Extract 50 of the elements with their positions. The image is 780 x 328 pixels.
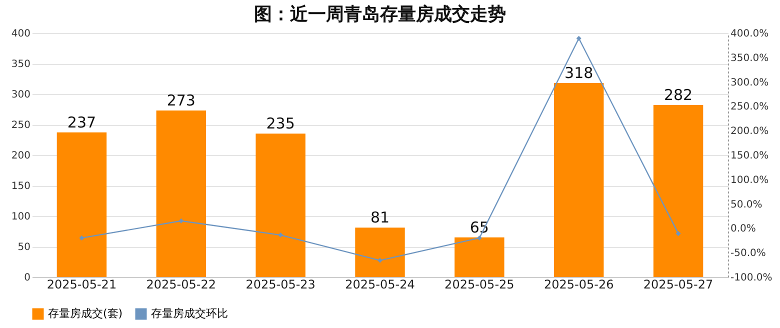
y2-tick-label: 400.0% [730,28,769,40]
y2-tick-label: -50.0% [730,248,766,260]
data-label: 235 [266,114,295,133]
y2-tick-label: 150.0% [730,150,769,162]
y-tick-label: 250 [11,120,30,131]
y-tick-label: 50 [18,242,30,253]
bar [355,228,405,277]
bar [56,132,107,277]
point [576,36,582,41]
y2-tick-label: 350.0% [730,52,769,64]
y2-tick-label: 50.0% [730,199,762,210]
bar [554,83,604,277]
x-tick-label: 2025-05-25 [444,278,514,292]
x-tick-label: 2025-05-22 [146,278,216,292]
data-label: 81 [370,208,390,227]
x-tick-label: 2025-05-23 [246,278,316,292]
y-tick-label: 300 [11,90,30,100]
bar [454,237,504,277]
y-tick-label: 200 [11,150,30,162]
x-tick-label: 2025-05-21 [46,278,117,292]
point [476,235,482,240]
y-tick-label: 150 [11,181,30,192]
y-tick-label: 350 [11,59,30,70]
data-label: 273 [166,91,196,110]
y2-tick-label: 100.0% [730,174,769,186]
y-tick-label: 400 [11,28,30,40]
legend-label: 存量房成交环比 [151,307,228,320]
legend-label: 存量房成交(套) [48,307,123,320]
x-tick-label: 2025-05-26 [544,278,614,292]
y2-tick-label: 250.0% [730,102,769,113]
x-tick-label: 2025-05-27 [643,278,714,292]
point [278,232,284,238]
data-label: 237 [67,113,96,132]
y-tick-label: 100 [11,212,30,222]
y2-tick-label: 200.0% [730,126,769,138]
chart-title: 图：近一周青岛存量房成交走势 [254,4,506,25]
data-label: 282 [664,86,693,104]
bar [256,134,306,277]
point [378,258,382,263]
bar [156,110,206,277]
y2-tick-label: 300.0% [730,77,769,88]
y2-tick-label: -100.0% [730,272,772,284]
point [178,218,184,224]
y-tick-label: 0 [24,272,30,284]
x-tick-label: 2025-05-24 [345,278,415,292]
y2-tick-label: 0.0% [730,224,756,235]
point [79,235,84,240]
data-label: 318 [564,64,594,82]
point [676,231,681,236]
bar [653,104,704,277]
